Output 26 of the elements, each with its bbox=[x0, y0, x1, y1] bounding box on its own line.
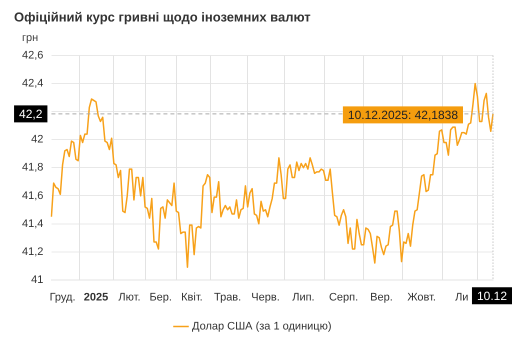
x-tick-label: Лют. bbox=[118, 291, 141, 304]
y-tick-label: 41,6 bbox=[22, 190, 44, 202]
x-tick-label: Груд. bbox=[50, 291, 76, 304]
x-tick-label: Квіт. bbox=[181, 291, 203, 304]
y-axis-title: грн bbox=[22, 32, 38, 44]
y-tick-label: 41,4 bbox=[22, 218, 44, 230]
x-tick-label: Лип. bbox=[292, 291, 315, 304]
y-tick-label: 41,8 bbox=[22, 162, 44, 174]
x-tick-label: 10.12 bbox=[476, 289, 508, 304]
y-tick-label: 42,6 bbox=[22, 50, 44, 62]
ref-line-label: 42,2 bbox=[19, 107, 43, 122]
y-tick-label: 41,2 bbox=[22, 246, 44, 258]
legend-label: Долар США (за 1 одиницю) bbox=[192, 320, 332, 333]
annotation: 10.12.2025: 42,1838 bbox=[348, 108, 458, 122]
x-tick-label: Бер. bbox=[149, 291, 172, 304]
x-tick-label: Черв. bbox=[251, 291, 280, 304]
x-tick-label: Вер. bbox=[370, 291, 393, 304]
x-tick-label: 2025 bbox=[84, 291, 108, 304]
x-tick-label: Серп. bbox=[328, 291, 358, 304]
y-tick-label: 42,4 bbox=[22, 78, 44, 90]
chart-title: Офіційний курс гривні щодо іноземних валют bbox=[14, 9, 311, 24]
y-tick-label: 42 bbox=[31, 134, 44, 146]
x-tick-label: Жовт. bbox=[407, 291, 436, 304]
y-tick-label: 41 bbox=[31, 274, 44, 286]
x-tick-label: Ли bbox=[455, 291, 468, 304]
x-tick-label: Трав. bbox=[214, 291, 242, 304]
